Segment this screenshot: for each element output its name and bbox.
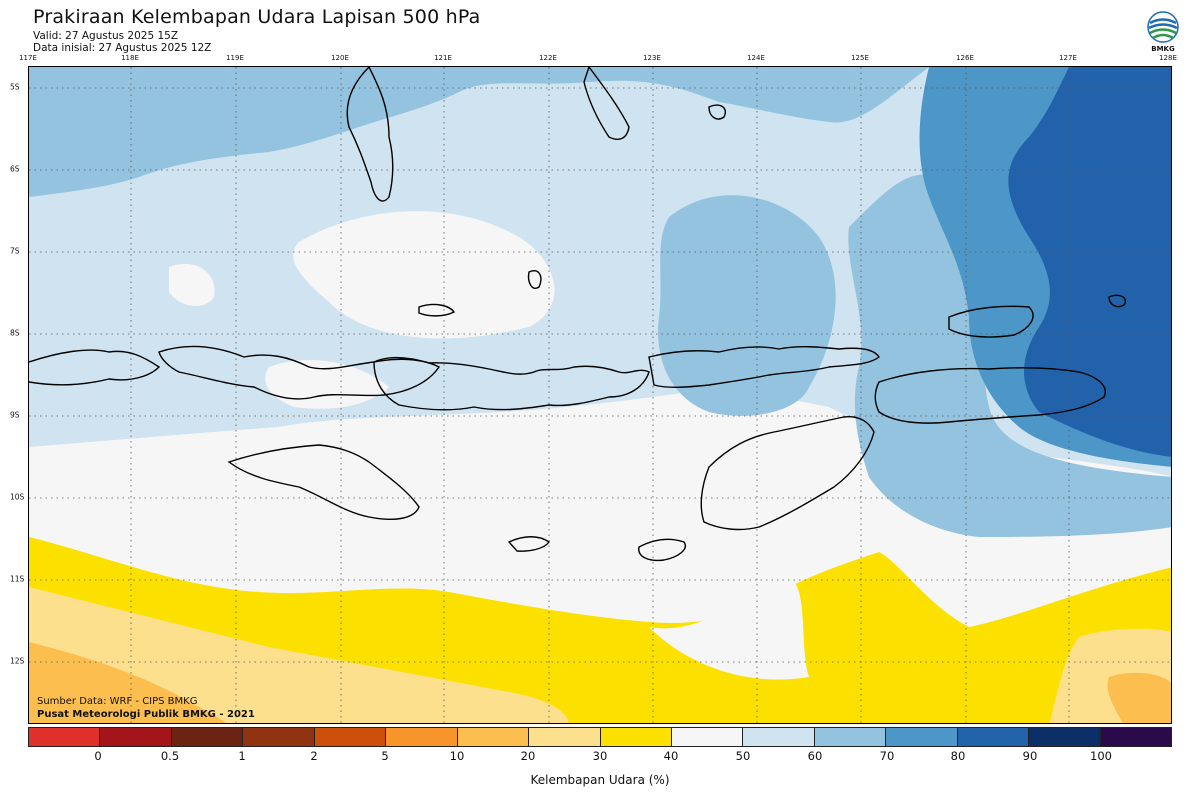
colorbar [28,727,1172,747]
colorbar-label: 70 [879,749,895,763]
colorbar-label: 30 [592,749,608,763]
lat-label: 11S [10,574,25,584]
map-title: Prakiraan Kelembapan Udara Lapisan 500 h… [33,6,481,28]
colorbar-label: 2 [310,749,318,763]
colorbar-segment [600,728,672,746]
colorbar-label: 60 [807,749,823,763]
lon-label: 125E [851,54,869,62]
colorbar-segment [171,728,244,746]
band-20-30-west [29,642,227,723]
colorbar-segment [886,728,958,746]
colorbar-segment [1029,728,1101,746]
lat-label: 9S [10,410,20,420]
colorbar-label: 0 [94,749,102,763]
data-source: Sumber Data: WRF - CIPS BMKG [37,696,198,707]
lon-label: 127E [1059,54,1077,62]
organization: Pusat Meteorologi Publik BMKG - 2021 [37,709,255,720]
island-sumbawa [158,345,441,400]
island-flores-west [373,356,650,411]
colorbar-label: 0.5 [160,749,180,763]
lat-label: 8S [10,328,20,338]
colorbar-title: Kelembapan Udara (%) [530,773,670,787]
lon-label: 126E [956,54,974,62]
lon-label: 123E [643,54,661,62]
band-40-50-cutout [649,577,809,680]
island-wetar [874,367,1106,424]
lat-label: 12S [10,656,25,666]
logo-text: BMKG [1151,45,1175,53]
band-90-100 [1008,67,1171,457]
colorbar-label: 20 [520,749,536,763]
lon-label: 122E [539,54,557,62]
colorbar-label: 1 [238,749,246,763]
lat-label: 6S [10,164,20,174]
colorbar-segment [243,728,315,746]
init-time: Data inisial: 27 Agustus 2025 12Z [33,42,212,54]
island-timor [700,415,875,531]
lon-label: 117E [19,54,37,62]
band-50-60-mid [265,359,389,409]
colorbar-label: 90 [1022,749,1038,763]
colorbar-segment [100,728,172,746]
colorbar-segment [1100,728,1171,746]
colorbar-segment [457,728,530,746]
island-flores-east [648,346,880,388]
island-kalao [527,270,542,289]
island-tanahjampea [418,303,456,317]
coastlines [29,67,1126,562]
island-sawu [507,536,550,552]
colorbar-label: 100 [1090,749,1112,763]
lon-label: 128E [1159,54,1177,62]
band-50-60-blob [293,211,555,339]
humidity-map[interactable] [28,66,1172,724]
band-70-80-east [848,174,1171,537]
lon-label: 121E [434,54,452,62]
lat-label: 10S [10,492,25,502]
colorbar-label: 50 [735,749,751,763]
island-rote [638,538,686,562]
band-70-80-north [29,67,929,197]
island-sulawesi-south [346,67,394,202]
lat-label: 5S [10,82,20,92]
colorbar-segment [814,728,887,746]
island-babar [948,305,1034,338]
colorbar-segment [386,728,458,746]
bmkg-logo-icon [1146,10,1180,56]
band-20-30-east [1107,672,1171,723]
map-grid [29,67,1171,723]
colorbar-segment [314,728,387,746]
island-wakatobi [708,104,726,120]
lon-label: 119E [226,54,244,62]
valid-time: Valid: 27 Agustus 2025 15Z [33,30,179,42]
band-50-60-small [169,263,215,307]
colorbar-label: 40 [663,749,679,763]
colorbar-label: 80 [950,749,966,763]
colorbar-segment [743,728,815,746]
island-small-east [1108,294,1126,308]
colorbar-label: 5 [381,749,389,763]
band-70-80-center [658,195,836,416]
colorbar-segment [671,728,744,746]
island-buton [583,67,630,140]
island-sumba [227,444,420,520]
lat-label: 7S [10,246,20,256]
colorbar-label: 10 [449,749,465,763]
island-lombok-bali-west [29,349,161,386]
colorbar-segment [957,728,1030,746]
lon-label: 118E [121,54,139,62]
colorbar-segment [29,728,101,746]
lon-label: 120E [331,54,349,62]
colorbar-segment [529,728,601,746]
lon-label: 124E [747,54,765,62]
